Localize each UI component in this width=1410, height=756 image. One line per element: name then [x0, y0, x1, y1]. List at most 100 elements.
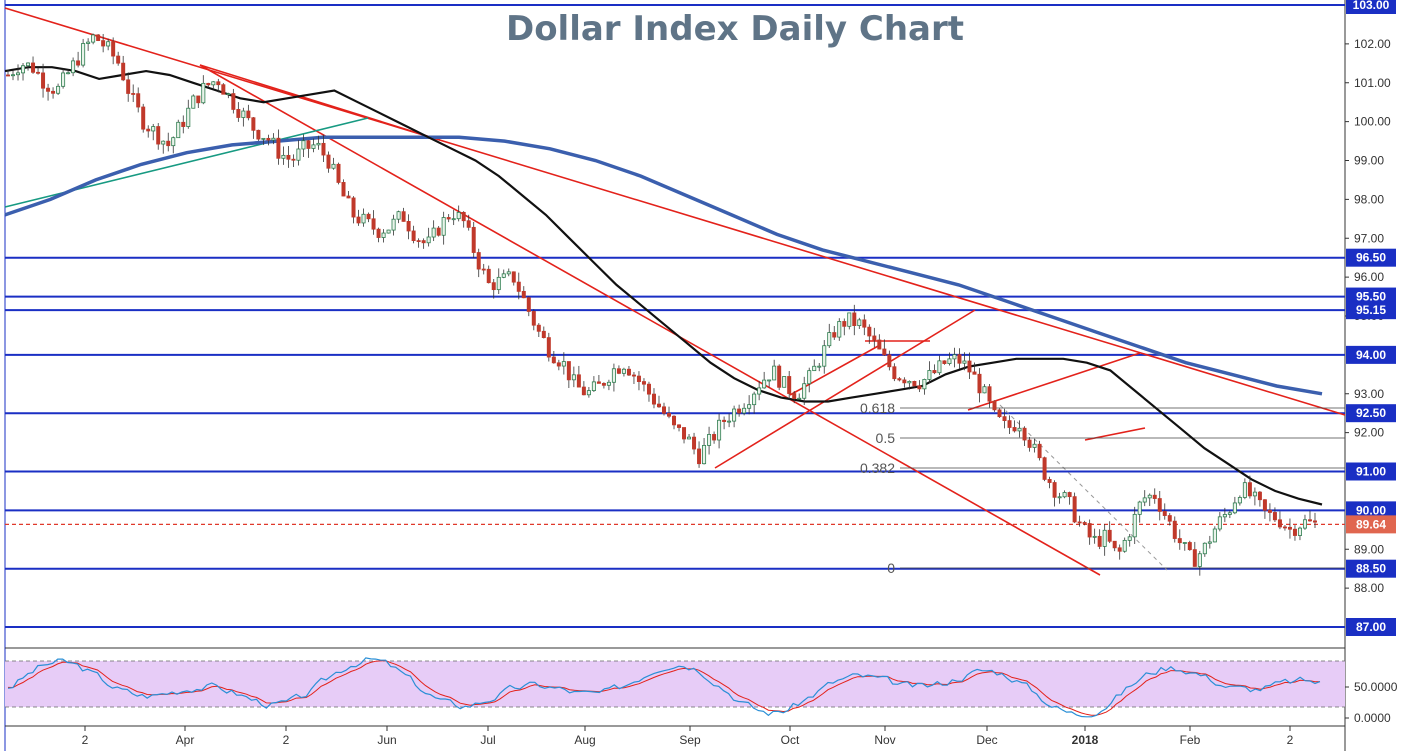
- candle-body: [246, 110, 251, 119]
- candle-body: [96, 34, 101, 41]
- candle-body: [231, 93, 236, 110]
- candle-body: [116, 55, 121, 64]
- candle-body: [626, 368, 631, 376]
- candle-body: [757, 387, 762, 395]
- candle-body: [166, 140, 171, 147]
- x-tick-label: Aug: [574, 733, 595, 747]
- candle-body: [722, 419, 727, 422]
- candle-body: [707, 434, 712, 446]
- candle-body: [466, 220, 471, 228]
- stochastic-tick-label: 0.0000: [1354, 711, 1391, 725]
- candle-body: [1292, 528, 1297, 536]
- level-label: 90.00: [1356, 503, 1386, 517]
- candle-body: [651, 393, 656, 405]
- candle-body: [1207, 541, 1212, 544]
- candle-body: [236, 109, 241, 118]
- candle-body: [121, 62, 126, 81]
- candle-body: [596, 381, 601, 384]
- candle-body: [1197, 553, 1202, 567]
- candle-body: [1042, 457, 1047, 480]
- trendline: [199, 64, 441, 141]
- candle-body: [1037, 443, 1042, 459]
- candle-body: [181, 121, 186, 127]
- candle-body: [196, 95, 201, 104]
- y-tick-label: 99.00: [1354, 154, 1384, 168]
- candle-body: [631, 374, 636, 377]
- candle-body: [111, 41, 116, 57]
- x-axis-ticks: 2 Apr 2 Jun Jul Aug Sep Oct Nov Dec 2018 Feb 2: [82, 726, 1294, 747]
- candle-body: [201, 82, 206, 104]
- candle-body: [226, 93, 231, 95]
- candle-body: [1202, 542, 1207, 555]
- ma-slow-line: [4, 135, 1323, 396]
- candle-body: [456, 211, 461, 220]
- candle-body: [1307, 519, 1312, 522]
- candle-body: [1252, 491, 1257, 497]
- candle-body: [541, 330, 546, 338]
- candle-body: [1102, 529, 1107, 547]
- candle-body: [261, 137, 266, 140]
- level-label: 95.15: [1356, 303, 1386, 317]
- candle-body: [1067, 492, 1072, 498]
- candle-body: [241, 110, 246, 118]
- candle-body: [476, 252, 481, 270]
- y-tick-label: 98.00: [1354, 192, 1384, 206]
- candle-body: [536, 324, 541, 332]
- candle-body: [862, 319, 867, 328]
- x-tick-label: 2: [283, 733, 290, 747]
- trendline: [714, 309, 976, 469]
- candle-body: [426, 236, 431, 244]
- candle-body: [36, 71, 41, 74]
- level-label: 92.50: [1356, 406, 1386, 420]
- candle-body: [546, 337, 551, 358]
- candle-body: [656, 403, 661, 408]
- candle-body: [1217, 516, 1222, 530]
- candle-body: [1137, 501, 1142, 515]
- candle-body: [877, 339, 882, 350]
- level-label-box: [1346, 248, 1396, 267]
- candle-body: [872, 335, 877, 341]
- candle-body: [767, 379, 772, 382]
- stochastic-band: [5, 661, 1345, 707]
- candle-body: [947, 358, 952, 364]
- candle-body: [481, 268, 486, 271]
- candle-body: [271, 137, 276, 141]
- candle-body: [311, 144, 316, 149]
- x-tick-label: Feb: [1180, 733, 1201, 747]
- stochastic-d-line: [7, 660, 1321, 716]
- candle-body: [1297, 527, 1302, 536]
- candle-body: [1247, 482, 1252, 497]
- candle-body: [86, 41, 91, 44]
- candle-body: [1027, 439, 1032, 448]
- fib-label: 0.5: [876, 430, 896, 446]
- candle-body: [857, 319, 862, 327]
- level-label: 96.50: [1356, 251, 1386, 265]
- candle-body: [566, 361, 571, 381]
- level-label-box: [1346, 345, 1396, 364]
- candle-body: [667, 412, 672, 417]
- candle-body: [907, 381, 912, 384]
- candle-body: [6, 74, 11, 77]
- candle-body: [1097, 535, 1102, 547]
- candle-body: [777, 365, 782, 388]
- candle-body: [742, 407, 747, 414]
- trendline: [967, 352, 1141, 411]
- candle-body: [992, 400, 997, 411]
- candle-body: [782, 376, 787, 388]
- candle-body: [251, 117, 256, 131]
- candle-body: [26, 62, 31, 67]
- candle-body: [1277, 519, 1282, 528]
- candle-body: [1232, 502, 1237, 514]
- trendline: [199, 64, 1101, 576]
- candle-body: [882, 348, 887, 356]
- fib-label: 0.618: [860, 400, 895, 416]
- candle-body: [156, 126, 161, 145]
- candle-body: [687, 436, 692, 440]
- ma-fast-line: [4, 66, 1323, 506]
- candle-body: [296, 148, 301, 161]
- candle-body: [561, 361, 566, 367]
- chart-title: Dollar Index Daily Chart: [506, 9, 964, 49]
- candle-body: [16, 72, 21, 76]
- candle-body: [76, 60, 81, 66]
